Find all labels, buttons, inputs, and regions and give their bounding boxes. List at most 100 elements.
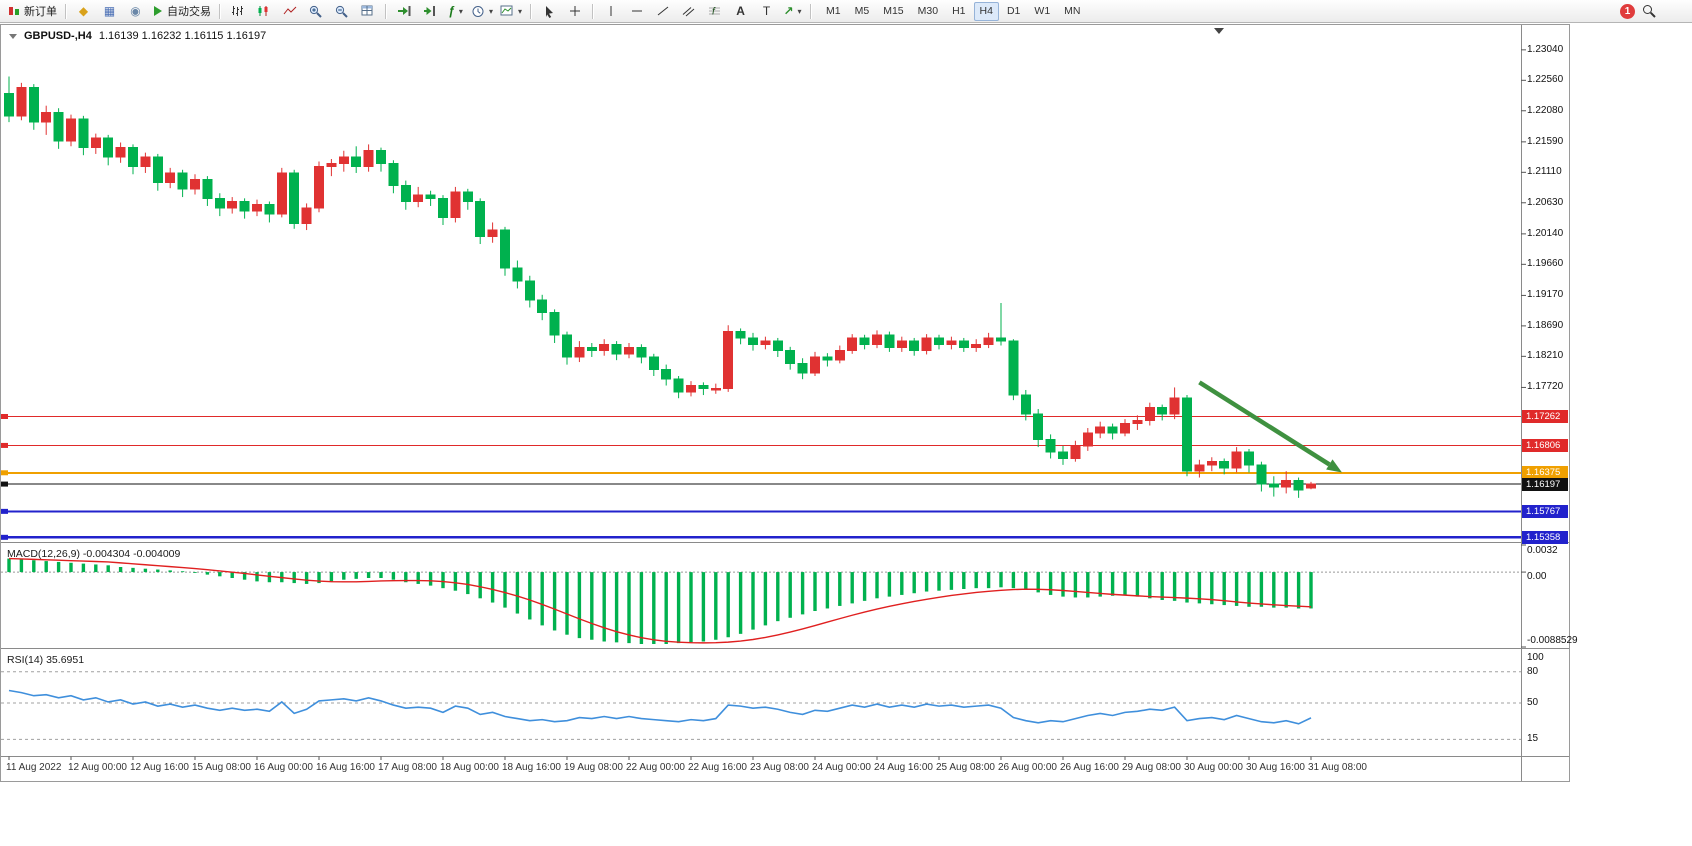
channel-icon bbox=[682, 7, 695, 17]
horizontal-line-icon bbox=[631, 10, 642, 12]
candlestick-icon bbox=[258, 6, 268, 16]
time-axis-label: 25 Aug 08:00 bbox=[936, 762, 995, 773]
new-order-button[interactable]: 新订单 bbox=[5, 2, 60, 21]
timeframe-button-m30[interactable]: M30 bbox=[917, 5, 939, 17]
time-axis-label: 24 Aug 16:00 bbox=[874, 762, 933, 773]
play-icon bbox=[152, 5, 164, 17]
tile-windows-icon bbox=[361, 5, 373, 16]
candlestick-chart-button[interactable] bbox=[251, 2, 276, 21]
candles-series bbox=[4, 76, 1316, 498]
toolbar: 新订单 ◆ ▦ ◉ 自动交易 ƒ ▾ ▾ ▾ f A T ↗ ▾ M1 M5 M15 M3… bbox=[0, 0, 1692, 23]
clock-icon bbox=[472, 5, 484, 17]
zoom-out-icon bbox=[335, 5, 348, 18]
chevron-down-icon: ▾ bbox=[518, 6, 523, 16]
arrow-object-icon: ↗ bbox=[783, 4, 794, 18]
time-axis-label: 30 Aug 16:00 bbox=[1246, 762, 1305, 773]
text-label-button[interactable]: T bbox=[754, 2, 779, 21]
indicators-icon: ƒ bbox=[448, 4, 455, 18]
line-chart-button[interactable] bbox=[277, 2, 302, 21]
chart-shift-marker[interactable] bbox=[1214, 28, 1224, 34]
time-axis-label: 24 Aug 00:00 bbox=[812, 762, 871, 773]
macd-signal-line bbox=[8, 557, 1312, 644]
text-label-icon: T bbox=[762, 4, 771, 18]
time-axis-label: 12 Aug 16:00 bbox=[130, 762, 189, 773]
timeframe-button-m1[interactable]: M1 bbox=[826, 5, 841, 17]
chart-symbol-period: GBPUSD-,H4 bbox=[24, 30, 92, 42]
arrows-button[interactable]: ↗ ▾ bbox=[780, 2, 805, 21]
chevron-down-icon: ▾ bbox=[797, 6, 802, 16]
horizontal-line-button[interactable] bbox=[624, 2, 649, 21]
time-axis-label: 22 Aug 16:00 bbox=[688, 762, 747, 773]
chart-shift-button[interactable] bbox=[417, 2, 442, 21]
timeframe-button-h4[interactable]: H4 bbox=[973, 1, 999, 21]
time-axis-label: 30 Aug 00:00 bbox=[1184, 762, 1243, 773]
toolbar-separator bbox=[219, 3, 220, 19]
vertical-line-icon bbox=[610, 6, 612, 16]
toolbar-separator bbox=[530, 3, 532, 19]
one-click-trading-toggle-icon[interactable] bbox=[9, 33, 17, 39]
timeframe-button-m5[interactable]: M5 bbox=[854, 5, 870, 17]
equidistant-channel-button[interactable] bbox=[676, 2, 701, 21]
periods-button[interactable]: ▾ bbox=[469, 2, 496, 21]
trendline-button[interactable] bbox=[650, 2, 675, 21]
auto-trading-label: 自动交易 bbox=[167, 6, 211, 18]
time-axis-label: 12 Aug 00:00 bbox=[68, 762, 127, 773]
time-axis-label: 26 Aug 16:00 bbox=[1060, 762, 1119, 773]
toolbar-separator bbox=[592, 3, 594, 19]
macd-histogram bbox=[1, 558, 1521, 645]
time-axis-label: 29 Aug 08:00 bbox=[1122, 762, 1181, 773]
timeframe-button-h1[interactable]: H1 bbox=[952, 5, 966, 17]
cursor-icon bbox=[545, 5, 553, 18]
time-axis-label: 17 Aug 08:00 bbox=[378, 762, 437, 773]
zoom-out-button[interactable] bbox=[329, 2, 354, 21]
timeframe-button-mn[interactable]: MN bbox=[1064, 5, 1081, 17]
rsi-label: RSI(14) 35.6951 bbox=[7, 654, 85, 666]
bar-chart-icon bbox=[231, 6, 243, 16]
fibonacci-icon: f bbox=[709, 7, 721, 17]
vertical-line-button[interactable] bbox=[598, 2, 623, 21]
crosshair-button[interactable] bbox=[562, 2, 587, 21]
metaeditor-button[interactable]: ◆ bbox=[71, 2, 96, 21]
time-axis-label: 26 Aug 00:00 bbox=[998, 762, 1057, 773]
text-button[interactable]: A bbox=[728, 2, 753, 21]
cursor-button[interactable] bbox=[536, 2, 561, 21]
toolbar-separator bbox=[810, 3, 812, 19]
auto-scroll-button[interactable] bbox=[391, 2, 416, 21]
indicators-button[interactable]: ƒ ▾ bbox=[443, 2, 468, 21]
time-axis-label: 11 Aug 2022 bbox=[6, 762, 62, 773]
chart-canvas[interactable] bbox=[1, 25, 1569, 781]
fibonacci-button[interactable]: f bbox=[702, 2, 727, 21]
options-button[interactable]: ▦ bbox=[97, 2, 122, 21]
template-icon bbox=[500, 5, 513, 16]
time-axis-label: 18 Aug 16:00 bbox=[502, 762, 561, 773]
zoom-in-icon bbox=[309, 5, 322, 18]
timeframe-button-w1[interactable]: W1 bbox=[1034, 5, 1051, 17]
chevron-down-icon: ▾ bbox=[458, 6, 463, 16]
toolbar-separator bbox=[385, 3, 386, 19]
new-order-label: 新订单 bbox=[24, 6, 57, 18]
zoom-in-button[interactable] bbox=[303, 2, 328, 21]
auto-scroll-icon bbox=[397, 6, 410, 16]
time-axis-label: 15 Aug 08:00 bbox=[192, 762, 251, 773]
about-button[interactable]: ◉ bbox=[123, 2, 148, 21]
time-axis-label: 16 Aug 00:00 bbox=[254, 762, 313, 773]
trend-arrow-annotation[interactable] bbox=[1198, 380, 1342, 473]
auto-trading-button[interactable]: 自动交易 bbox=[149, 2, 214, 21]
search-button[interactable] bbox=[1636, 2, 1661, 21]
search-icon bbox=[1642, 5, 1656, 18]
chevron-down-icon: ▾ bbox=[489, 6, 494, 16]
time-axis-label: 31 Aug 08:00 bbox=[1308, 762, 1367, 773]
templates-button[interactable]: ▾ bbox=[497, 2, 525, 21]
timeframe-button-m15[interactable]: M15 bbox=[883, 5, 904, 17]
timeframe-button-d1[interactable]: D1 bbox=[1006, 5, 1021, 17]
trendline-icon bbox=[657, 6, 668, 16]
time-axis-label: 16 Aug 16:00 bbox=[316, 762, 375, 773]
options-icon: ▦ bbox=[103, 4, 116, 18]
time-axis-label: 18 Aug 00:00 bbox=[440, 762, 499, 773]
timeframe-group: M1 M5 M15 M30 H1 H4 D1 W1 MN bbox=[816, 1, 1090, 21]
tile-windows-button[interactable] bbox=[355, 2, 380, 21]
chart-window: GBPUSD-,H4 1.16139 1.16232 1.16115 1.161… bbox=[0, 24, 1578, 782]
chart-ohlc-values: 1.16139 1.16232 1.16115 1.16197 bbox=[98, 30, 267, 42]
notification-badge[interactable]: 1 bbox=[1620, 3, 1635, 19]
bar-chart-button[interactable] bbox=[225, 2, 250, 21]
